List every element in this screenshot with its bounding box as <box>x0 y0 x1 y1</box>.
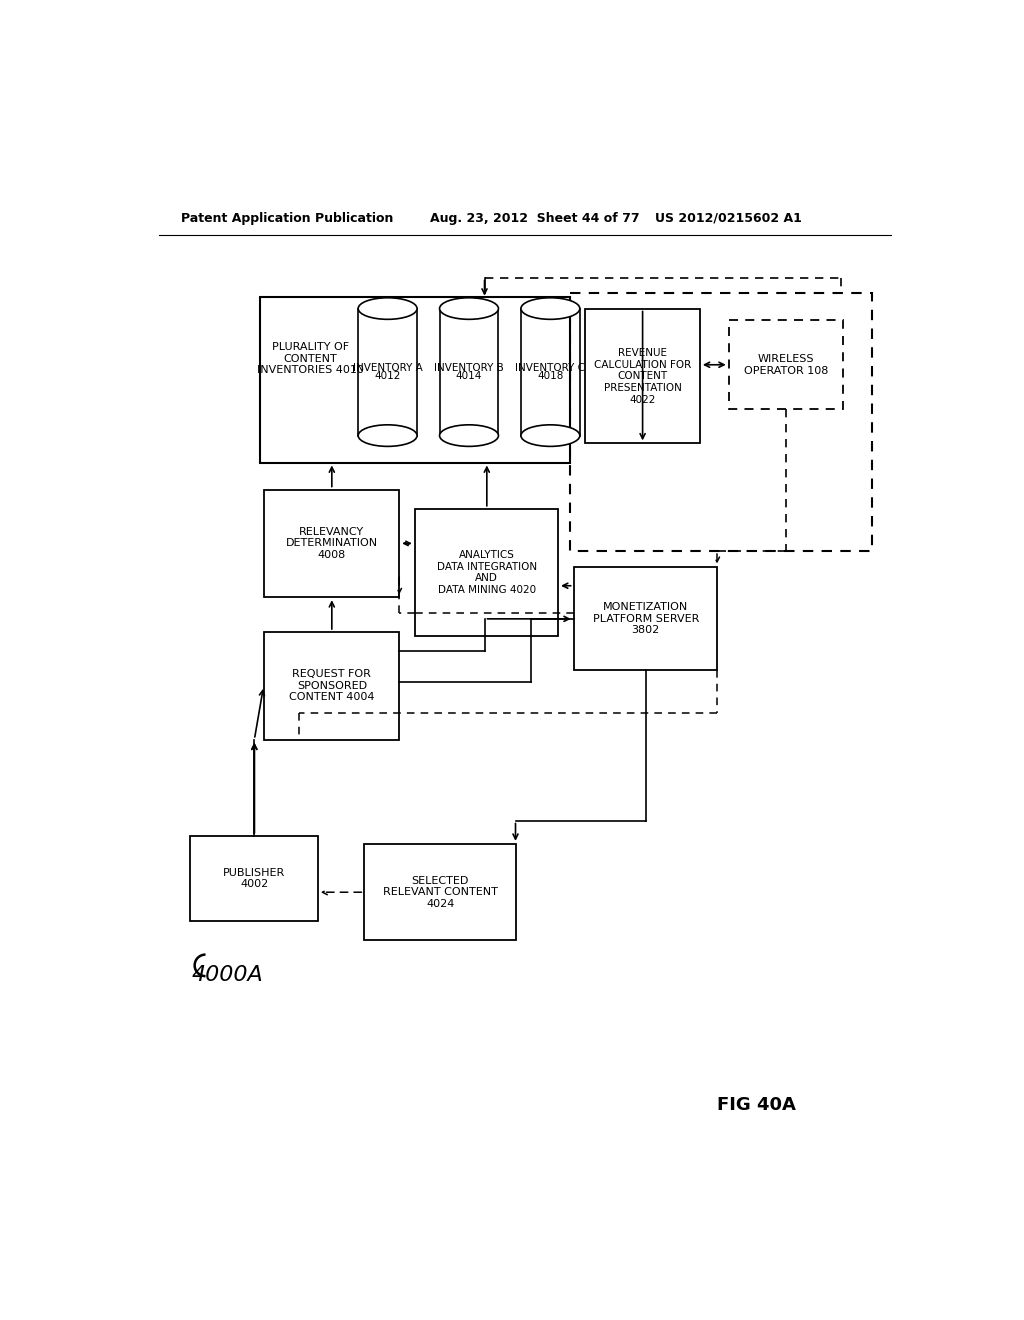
Ellipse shape <box>521 298 580 319</box>
Text: ANALYTICS
DATA INTEGRATION
AND
DATA MINING 4020: ANALYTICS DATA INTEGRATION AND DATA MINI… <box>437 550 537 595</box>
FancyBboxPatch shape <box>365 843 515 940</box>
Text: REQUEST FOR
SPONSORED
CONTENT 4004: REQUEST FOR SPONSORED CONTENT 4004 <box>289 669 375 702</box>
Text: Aug. 23, 2012  Sheet 44 of 77: Aug. 23, 2012 Sheet 44 of 77 <box>430 213 640 224</box>
Text: 4012: 4012 <box>375 371 400 381</box>
Text: PLURALITY OF
CONTENT
INVENTORIES 4010: PLURALITY OF CONTENT INVENTORIES 4010 <box>257 342 364 375</box>
Text: REVENUE
CALCULATION FOR
CONTENT
PRESENTATION
4022: REVENUE CALCULATION FOR CONTENT PRESENTA… <box>594 348 691 404</box>
Ellipse shape <box>358 425 417 446</box>
Text: Patent Application Publication: Patent Application Publication <box>180 213 393 224</box>
Text: SELECTED
RELEVANT CONTENT
4024: SELECTED RELEVANT CONTENT 4024 <box>383 875 498 908</box>
FancyBboxPatch shape <box>729 321 844 409</box>
FancyBboxPatch shape <box>415 508 558 636</box>
FancyBboxPatch shape <box>586 309 700 444</box>
Text: PUBLISHER
4002: PUBLISHER 4002 <box>223 867 286 890</box>
Text: 4014: 4014 <box>456 371 482 381</box>
FancyBboxPatch shape <box>260 297 569 462</box>
Ellipse shape <box>439 425 499 446</box>
Text: 4000A: 4000A <box>191 965 263 985</box>
Text: RELEVANCY
DETERMINATION
4008: RELEVANCY DETERMINATION 4008 <box>286 527 378 560</box>
Text: INVENTORY A: INVENTORY A <box>352 363 423 374</box>
Text: INVENTORY B: INVENTORY B <box>434 363 504 374</box>
Text: WIRELESS
OPERATOR 108: WIRELESS OPERATOR 108 <box>743 354 828 376</box>
Text: FIG 40A: FIG 40A <box>717 1097 796 1114</box>
Ellipse shape <box>439 298 499 319</box>
Text: MONETIZATION
PLATFORM SERVER
3802: MONETIZATION PLATFORM SERVER 3802 <box>593 602 699 635</box>
FancyBboxPatch shape <box>573 566 717 671</box>
FancyBboxPatch shape <box>190 836 317 921</box>
Ellipse shape <box>521 425 580 446</box>
Text: INVENTORY C: INVENTORY C <box>515 363 586 374</box>
Text: 4018: 4018 <box>538 371 563 381</box>
Ellipse shape <box>358 298 417 319</box>
FancyBboxPatch shape <box>263 490 399 597</box>
FancyBboxPatch shape <box>569 293 872 552</box>
FancyBboxPatch shape <box>263 632 399 739</box>
Text: US 2012/0215602 A1: US 2012/0215602 A1 <box>655 213 802 224</box>
